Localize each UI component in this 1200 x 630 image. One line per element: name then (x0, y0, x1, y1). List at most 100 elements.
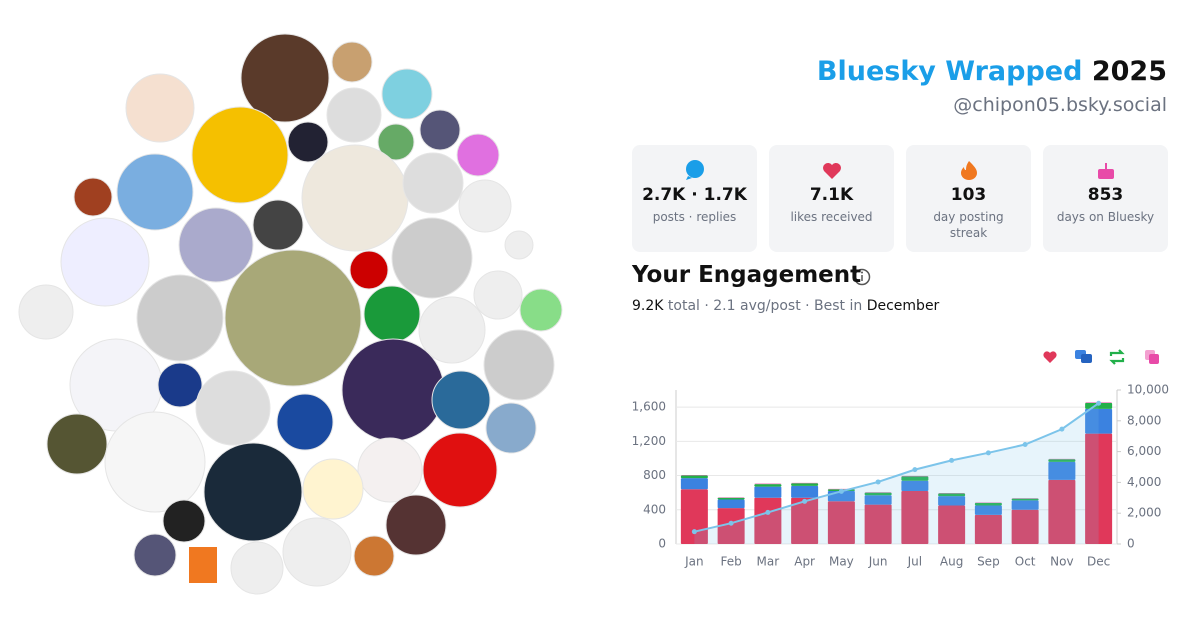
legend-quotes[interactable] (1149, 354, 1159, 364)
avatar[interactable] (203, 442, 303, 542)
handle: @chipon05.bsky.social (953, 94, 1167, 116)
avatar[interactable] (419, 109, 461, 151)
avatar[interactable] (353, 535, 395, 577)
stat-card: 853 days on Bluesky (1043, 145, 1168, 252)
avatar[interactable] (418, 296, 486, 364)
avatar[interactable] (287, 121, 329, 163)
bar-segment (680, 475, 708, 479)
bar-segment (717, 497, 745, 500)
bar-segment (717, 508, 745, 544)
stat-card: 103 day posting streak (906, 145, 1031, 252)
avatar[interactable] (133, 533, 177, 577)
stat-icon (685, 160, 704, 180)
avatar[interactable] (104, 411, 206, 513)
avatar[interactable] (357, 437, 423, 503)
y-tick-label: 1,600 (632, 400, 666, 414)
avatar[interactable] (377, 123, 415, 161)
y2-tick-label: 0 (1127, 537, 1135, 551)
info-icon[interactable] (853, 268, 871, 286)
stat-icon (960, 161, 977, 180)
bar-segment (864, 495, 892, 505)
avatar[interactable] (391, 217, 473, 299)
avatar[interactable] (136, 274, 224, 362)
y-tick-label: 1,200 (632, 434, 666, 448)
avatar[interactable] (456, 133, 500, 177)
stat-card: 7.1K likes received (769, 145, 894, 252)
avatar[interactable] (189, 547, 217, 583)
avatar[interactable] (252, 199, 304, 251)
bar-segment (974, 502, 1002, 506)
avatar[interactable] (363, 285, 421, 343)
avatar[interactable] (385, 494, 447, 556)
total: 9.2K (632, 298, 664, 314)
avatar[interactable] (326, 87, 382, 143)
avatar[interactable] (422, 432, 498, 508)
line-point (875, 479, 881, 485)
avatar[interactable] (341, 338, 445, 442)
line-point (765, 509, 771, 515)
avatar[interactable] (73, 177, 113, 217)
avatar[interactable] (331, 41, 373, 83)
line-point (1096, 400, 1102, 406)
avatar[interactable] (483, 329, 555, 401)
avatar[interactable] (230, 541, 284, 595)
avatar[interactable] (301, 144, 409, 252)
avatar[interactable] (18, 284, 74, 340)
x-tick-label: Aug (940, 555, 963, 569)
bar-segment (1048, 479, 1076, 544)
avatar[interactable] (178, 207, 254, 283)
avatar[interactable] (195, 370, 271, 446)
bar-segment (901, 476, 929, 481)
bar-segment (864, 492, 892, 496)
line-point (949, 457, 955, 463)
x-tick-label: Mar (757, 555, 780, 569)
legend-reposts[interactable] (1109, 349, 1125, 365)
stat-label: days on Bluesky (1056, 210, 1155, 224)
y2-tick-label: 4,000 (1127, 475, 1161, 489)
x-tick-label: Jun (868, 555, 888, 569)
avatar[interactable] (46, 413, 108, 475)
bar-segment (791, 485, 819, 498)
stat-label: posts · replies (652, 210, 737, 224)
bar-segment (754, 486, 782, 498)
y2-tick-label: 8,000 (1127, 413, 1161, 427)
stat-value: 2.7K · 1.7K (642, 185, 747, 205)
bar-segment (901, 480, 929, 491)
stat-label: day posting streak (933, 210, 1004, 240)
avatar[interactable] (60, 217, 150, 307)
bar-segment (1011, 498, 1039, 501)
avatar[interactable] (240, 33, 330, 123)
line-point (691, 529, 697, 535)
y-tick-label: 0 (658, 537, 666, 551)
line-point (1022, 442, 1028, 448)
avatar[interactable] (302, 458, 364, 520)
avatar[interactable] (282, 517, 352, 587)
avatar[interactable] (191, 106, 289, 204)
avatar[interactable] (162, 499, 206, 543)
avatar[interactable] (116, 153, 194, 231)
best-month: December (866, 298, 940, 314)
avatar[interactable] (157, 362, 203, 408)
stat-value: 7.1K (809, 185, 854, 205)
x-tick-label: Feb (721, 555, 742, 569)
stat-icon (822, 163, 841, 179)
avatar[interactable] (402, 152, 464, 214)
avatar[interactable] (485, 402, 537, 454)
avatar[interactable] (125, 73, 195, 143)
avatar[interactable] (504, 230, 534, 260)
x-tick-label: Sep (977, 555, 1000, 569)
avatar-cloud (18, 33, 563, 595)
bar-segment (1011, 509, 1039, 544)
legend-likes[interactable] (1043, 351, 1057, 363)
avatar[interactable] (276, 393, 334, 451)
avatar[interactable] (519, 288, 563, 332)
avatar[interactable] (458, 179, 512, 233)
avatar[interactable] (381, 68, 433, 120)
avatar[interactable] (224, 249, 362, 387)
line-point (728, 520, 734, 526)
bar-segment (938, 505, 966, 544)
avatar[interactable] (473, 270, 523, 320)
avatar[interactable] (431, 370, 491, 430)
avatar[interactable] (349, 250, 389, 290)
